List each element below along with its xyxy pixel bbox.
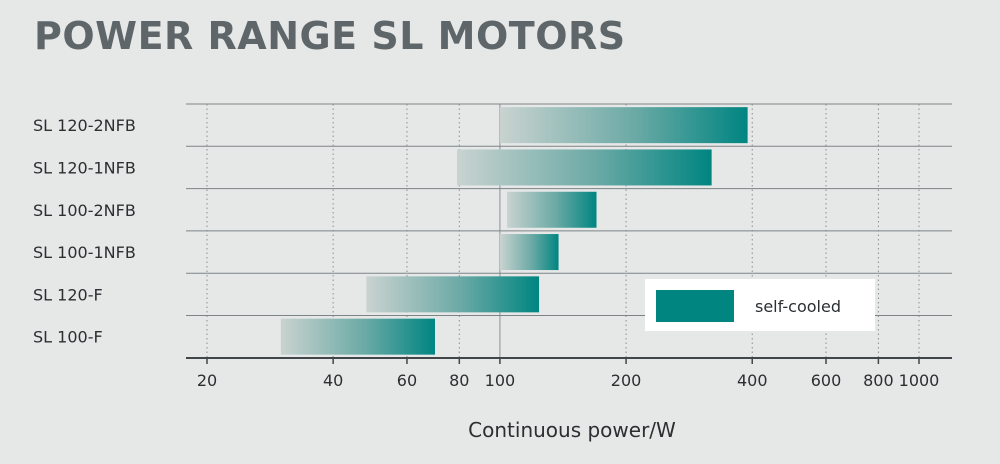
x-axis-title: Continuous power/W [468,418,676,442]
category-label: SL 120-2NFB [33,116,136,135]
x-tick-label: 40 [323,371,343,390]
x-tick-label: 100 [485,371,516,390]
x-tick-label: 600 [811,371,842,390]
legend-label: self-cooled [755,297,841,316]
category-label: SL 100-1NFB [33,243,136,262]
row-separators [186,103,952,316]
bar-sl-100-f [280,318,436,355]
x-tick-label: 60 [397,371,417,390]
category-label: SL 100-F [33,328,103,347]
category-label: SL 100-2NFB [33,201,136,220]
x-tick-label: 20 [197,371,217,390]
bar-sl-120-2nfb [499,107,748,144]
x-tick-label: 200 [611,371,642,390]
bars [280,107,748,355]
x-tick-label: 400 [737,371,768,390]
legend: self-cooled [645,279,875,331]
x-axis-ticks: 20 40 60 80 100 200 400 600 800 1000 [197,358,940,390]
x-tick-label: 1000 [899,371,940,390]
bar-sl-120-1nfb [457,149,712,186]
bar-sl-100-2nfb [507,191,597,228]
category-label: SL 120-1NFB [33,158,136,177]
x-tick-label: 80 [449,371,469,390]
bar-sl-100-1nfb [499,234,559,271]
legend-swatch-self-cooled [656,290,734,322]
bar-sl-120-f [366,276,540,313]
category-label: SL 120-F [33,285,103,304]
x-tick-label: 800 [863,371,894,390]
chart-title: POWER RANGE SL MOTORS [34,14,626,58]
category-labels: SL 120-2NFB SL 120-1NFB SL 100-2NFB SL 100-… [33,116,136,347]
